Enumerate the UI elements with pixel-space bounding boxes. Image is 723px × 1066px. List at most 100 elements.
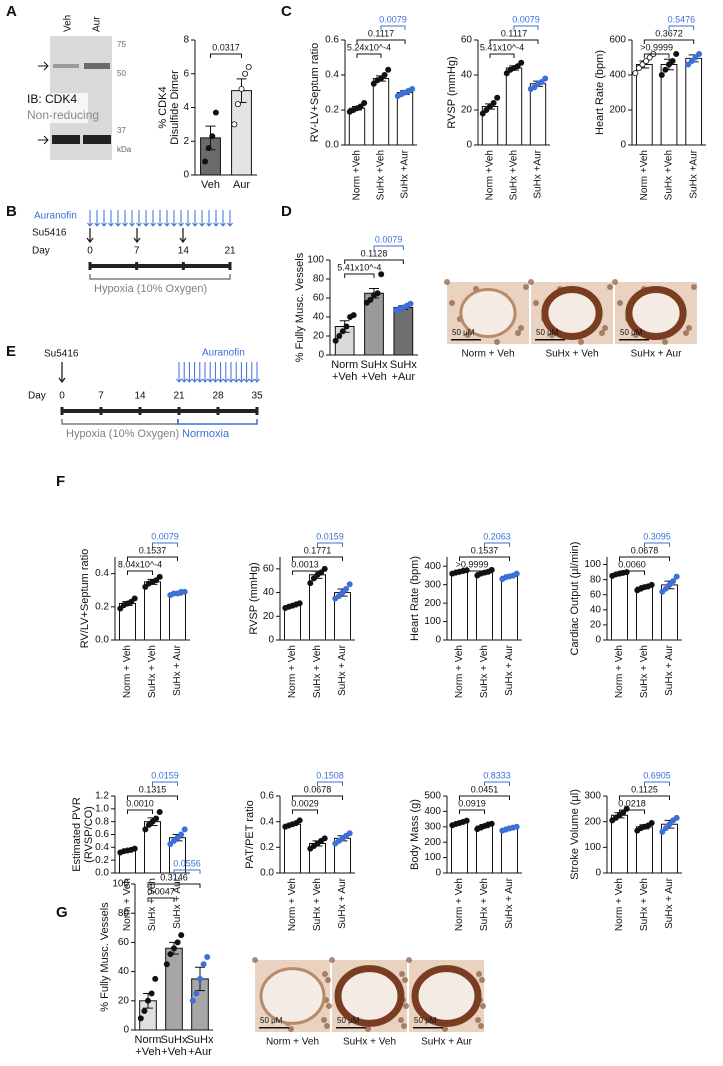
- p-value-label: 0.1315: [139, 784, 167, 794]
- nucleus: [475, 1017, 481, 1023]
- y-tick-label: 300: [584, 791, 601, 802]
- timeline-day: 35: [251, 391, 263, 402]
- dose-arrow: [207, 362, 214, 383]
- x-tick-label: Norm + Veh: [614, 878, 625, 931]
- y-tick-label: 0: [183, 170, 189, 181]
- data-point: [643, 58, 650, 65]
- p-value-label: >0.9999: [640, 42, 673, 52]
- data-point: [409, 86, 416, 93]
- bar: [476, 572, 493, 641]
- data-point: [156, 809, 163, 816]
- significance-bracket: [127, 570, 153, 575]
- data-point: [666, 581, 673, 588]
- timeline-day: 7: [98, 391, 104, 402]
- dose-arrow: [171, 210, 177, 227]
- p-value-label: 0.1537: [471, 545, 499, 555]
- condition-label: Normoxia: [182, 428, 230, 440]
- y-tick-label: 40: [263, 587, 275, 598]
- dose-arrow: [233, 362, 240, 383]
- p-value-label: 0.0317: [212, 42, 240, 52]
- significance-bracket: [644, 781, 670, 786]
- y-tick-label: 300: [424, 821, 441, 832]
- x-tick-label: SuHx + Veh: [479, 645, 490, 698]
- bar-chart: 0.0 0.2 0.4 0.6 RV-LV+Septum ratio Norm +Veh S…: [309, 14, 417, 200]
- y-tick-label: 500: [424, 791, 441, 802]
- significance-bracket: [344, 259, 404, 264]
- nucleus: [406, 957, 412, 963]
- dose-arrow: [227, 210, 233, 227]
- nucleus: [399, 971, 405, 977]
- dose-arrow: [185, 210, 191, 227]
- data-point: [117, 605, 124, 612]
- data-point: [321, 565, 328, 572]
- y-tick-label: 40: [313, 312, 325, 323]
- data-point: [648, 581, 655, 588]
- significance-bracket: [127, 556, 178, 561]
- y-axis-label: RVSP (mmHg): [446, 56, 458, 128]
- data-point: [153, 577, 160, 584]
- y-tick-label: 60: [590, 589, 602, 600]
- micrograph: 50 μM Norm + Veh: [252, 957, 332, 1048]
- marker-label: 37: [117, 126, 126, 135]
- bar: [393, 307, 414, 356]
- blot-arrow: [38, 61, 49, 145]
- significance-bracket: [147, 897, 175, 902]
- dose-arrow: [115, 210, 121, 227]
- data-point: [200, 961, 207, 968]
- p-value-label: 0.0451: [471, 784, 499, 794]
- y-axis-label: RV-LV+Septum ratio: [309, 43, 321, 143]
- dose-arrow: [176, 362, 182, 383]
- y-tick-label: 100: [112, 879, 129, 890]
- data-point: [639, 61, 646, 68]
- nucleus: [288, 1026, 294, 1032]
- p-value-label: 0.0079: [512, 14, 540, 24]
- data-point: [494, 94, 501, 101]
- data-point: [692, 54, 699, 61]
- significance-bracket: [619, 809, 645, 814]
- x-tick-label: Norm + Veh: [614, 645, 625, 698]
- data-point: [673, 573, 680, 580]
- data-point: [666, 821, 673, 828]
- y-tick-label: 60: [313, 293, 325, 304]
- bar: [505, 67, 523, 146]
- y-tick-label: 0: [620, 140, 626, 151]
- panel-label: B: [6, 203, 17, 220]
- bar: [231, 90, 252, 176]
- nucleus: [612, 279, 618, 285]
- marker-unit: kDa: [117, 145, 132, 154]
- x-tick-label: SuHx +Aur: [400, 149, 411, 198]
- nucleus: [365, 1026, 371, 1032]
- significance-bracket: [344, 273, 375, 278]
- p-value-label: 0.0079: [375, 234, 403, 244]
- marker-label: 50: [117, 69, 126, 78]
- y-tick-label: 0.6: [95, 829, 109, 840]
- p-value-label: 0.1508: [316, 770, 344, 780]
- timeline-day-label: Day: [32, 246, 50, 257]
- data-point: [463, 567, 470, 574]
- x-tick-label: SuHx + Veh: [479, 878, 490, 931]
- bar: [451, 822, 468, 874]
- y-tick-label: 0: [318, 350, 324, 361]
- p-value-label: 0.1117: [368, 28, 394, 38]
- y-tick-label: 80: [590, 574, 602, 585]
- x-tick-label: SuHx + Aur: [172, 644, 183, 696]
- p-value-label: 0.0218: [618, 798, 646, 808]
- data-point: [648, 819, 655, 826]
- data-point: [141, 1008, 148, 1015]
- data-point: [662, 66, 669, 73]
- x-tick-label: SuHx + Aur: [504, 877, 515, 929]
- dose-arrow: [217, 362, 224, 383]
- vessel-wall: [334, 965, 405, 1027]
- dose-arrow: [157, 210, 163, 227]
- x-tick-label: Norm +Veh: [485, 150, 496, 200]
- panel-label: A: [6, 3, 17, 20]
- y-tick-label: 0: [123, 1025, 129, 1036]
- bar: [636, 586, 653, 641]
- data-point: [377, 75, 384, 82]
- data-point: [374, 290, 381, 297]
- y-tick-label: 100: [424, 852, 441, 863]
- y-tick-label: 80: [313, 274, 325, 285]
- significance-bracket: [380, 25, 406, 30]
